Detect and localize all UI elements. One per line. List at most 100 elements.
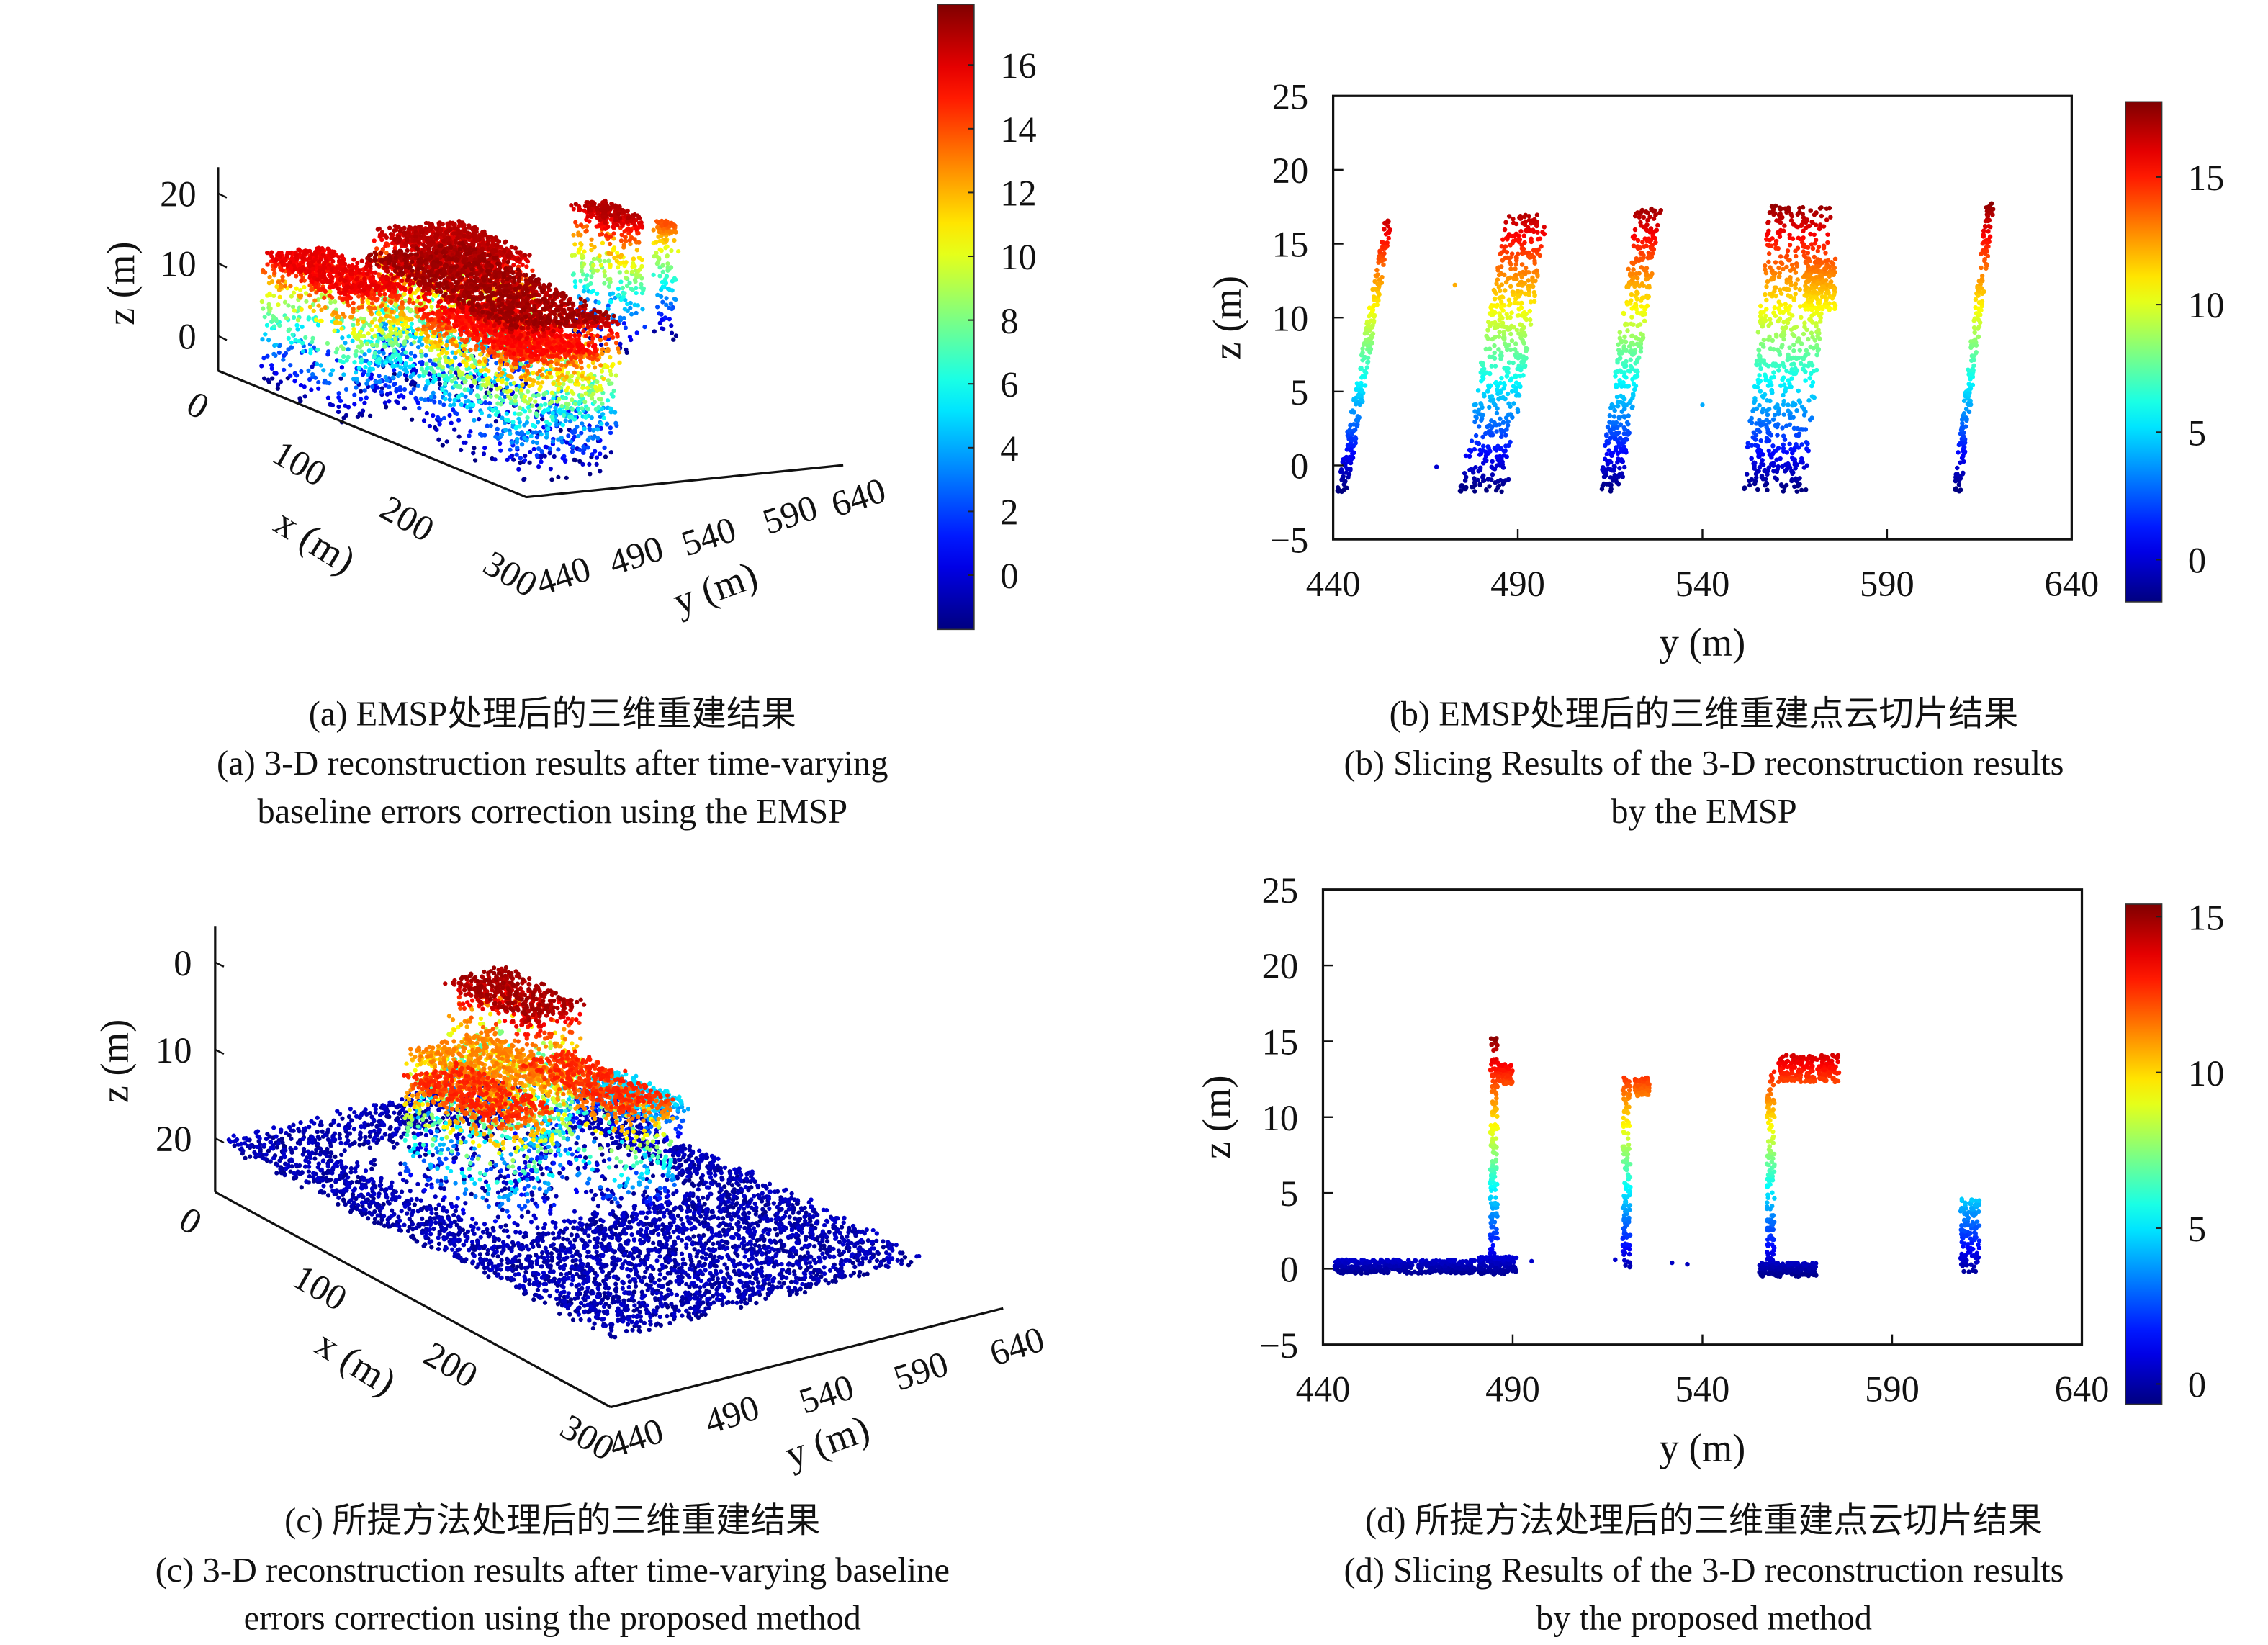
point [583, 204, 588, 208]
point [392, 286, 396, 290]
point [430, 345, 434, 349]
point [634, 227, 639, 231]
point [408, 287, 413, 292]
point [437, 244, 441, 248]
point [571, 233, 575, 237]
point [377, 227, 382, 231]
point [652, 273, 656, 277]
point [579, 243, 583, 247]
point [486, 242, 490, 246]
point [315, 361, 319, 366]
point [367, 361, 372, 366]
point [468, 429, 472, 433]
point [405, 325, 410, 329]
point [380, 258, 384, 263]
point [622, 321, 626, 325]
point [385, 269, 390, 274]
point [409, 390, 413, 395]
point [559, 428, 563, 433]
point [611, 231, 616, 235]
point [658, 248, 662, 252]
point [595, 269, 600, 273]
point [372, 355, 377, 359]
point [530, 269, 534, 273]
point [368, 264, 372, 269]
point [429, 395, 433, 399]
point [431, 413, 435, 418]
point [263, 270, 267, 274]
point [361, 408, 365, 413]
point [359, 389, 363, 394]
point [418, 307, 422, 312]
point [462, 233, 467, 238]
point [524, 264, 528, 269]
point [532, 293, 536, 297]
point [393, 256, 397, 260]
point [287, 336, 291, 341]
point [330, 255, 334, 259]
point [304, 257, 308, 261]
point [599, 263, 603, 267]
point [369, 328, 374, 332]
point [473, 458, 477, 462]
point [672, 278, 676, 282]
point [441, 294, 446, 298]
point [272, 271, 276, 275]
point [295, 327, 300, 331]
point [503, 240, 507, 245]
point [621, 222, 625, 226]
point [304, 299, 308, 304]
point [277, 323, 282, 328]
point [354, 385, 358, 389]
point [413, 276, 418, 281]
point [456, 418, 461, 423]
point [426, 334, 430, 338]
point [394, 294, 398, 298]
point [625, 302, 629, 306]
point [389, 340, 393, 344]
point [423, 353, 428, 358]
point [319, 307, 323, 312]
point [667, 287, 672, 292]
point [428, 279, 432, 283]
point [410, 322, 414, 326]
point [419, 397, 423, 401]
point [285, 263, 289, 268]
point [370, 301, 374, 305]
point [493, 274, 498, 279]
point [438, 400, 442, 405]
point [308, 351, 312, 355]
point [328, 294, 332, 298]
point [658, 230, 662, 234]
point [416, 266, 420, 271]
point [319, 363, 323, 367]
point [464, 252, 469, 256]
point [269, 250, 274, 254]
point [474, 369, 479, 373]
point [445, 439, 449, 443]
point [517, 257, 521, 261]
point [393, 327, 397, 331]
point [654, 240, 658, 244]
point [359, 333, 363, 338]
point [452, 428, 456, 432]
point [340, 365, 344, 369]
point [361, 320, 365, 324]
point [608, 431, 613, 435]
point [375, 385, 379, 389]
point [352, 402, 356, 406]
point [480, 268, 484, 272]
point [351, 339, 355, 343]
point [415, 289, 419, 293]
point [451, 289, 455, 293]
point [392, 228, 396, 233]
point [619, 233, 624, 237]
point [425, 344, 429, 348]
point [618, 279, 623, 284]
point [582, 209, 586, 213]
scatter3d-plot-a: 010200100200300440 490 540 590 640x (m)y (m)… [99, 167, 891, 623]
point [482, 258, 486, 263]
point [611, 225, 616, 230]
point [393, 251, 397, 255]
point [462, 441, 466, 445]
